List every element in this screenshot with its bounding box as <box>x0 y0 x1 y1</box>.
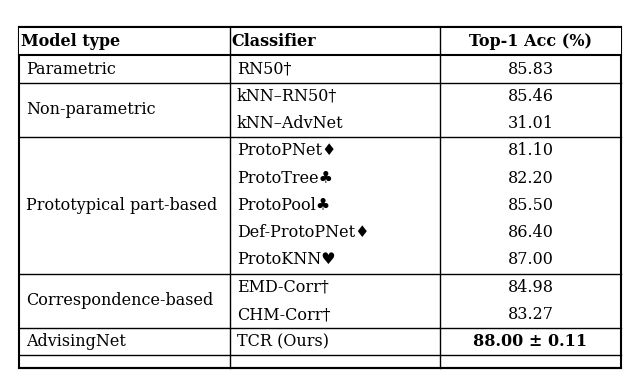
Text: kNN–RN50†: kNN–RN50† <box>237 88 337 105</box>
Text: ProtoTree♣: ProtoTree♣ <box>237 170 333 187</box>
Text: Def-ProtoPNet♦: Def-ProtoPNet♦ <box>237 224 369 241</box>
Text: RN50†: RN50† <box>237 61 291 78</box>
Text: ProtoPNet♦: ProtoPNet♦ <box>237 142 337 159</box>
Text: kNN–AdvNet: kNN–AdvNet <box>237 115 344 132</box>
Text: 85.50: 85.50 <box>508 197 554 214</box>
Text: EMD-Corr†: EMD-Corr† <box>237 279 329 296</box>
Text: AdvisingNet: AdvisingNet <box>26 333 126 350</box>
Text: Parametric: Parametric <box>26 61 116 78</box>
Text: 87.00: 87.00 <box>508 252 554 268</box>
Text: 83.27: 83.27 <box>508 306 554 323</box>
Text: 84.98: 84.98 <box>508 279 554 296</box>
Text: 82.20: 82.20 <box>508 170 554 187</box>
Text: Classifier: Classifier <box>232 33 317 50</box>
Text: 81.10: 81.10 <box>508 142 554 159</box>
Bar <box>19 27 621 368</box>
Text: ProtoPool♣: ProtoPool♣ <box>237 197 330 214</box>
Text: Correspondence-based: Correspondence-based <box>26 292 214 309</box>
Text: 85.46: 85.46 <box>508 88 554 105</box>
Text: 31.01: 31.01 <box>508 115 554 132</box>
Text: Top-1 Acc (%): Top-1 Acc (%) <box>469 33 592 50</box>
Text: TCR (Ours): TCR (Ours) <box>237 333 329 350</box>
Text: 86.40: 86.40 <box>508 224 554 241</box>
Bar <box>19 27 621 56</box>
Text: Model type: Model type <box>21 33 120 50</box>
Text: ProtoKNN♥: ProtoKNN♥ <box>237 252 335 268</box>
Text: Non-parametric: Non-parametric <box>26 101 156 118</box>
Text: 88.00 ± 0.11: 88.00 ± 0.11 <box>474 333 588 350</box>
Text: Prototypical part-based: Prototypical part-based <box>26 197 218 214</box>
Text: CHM-Corr†: CHM-Corr† <box>237 306 330 323</box>
Text: 85.83: 85.83 <box>508 61 554 78</box>
